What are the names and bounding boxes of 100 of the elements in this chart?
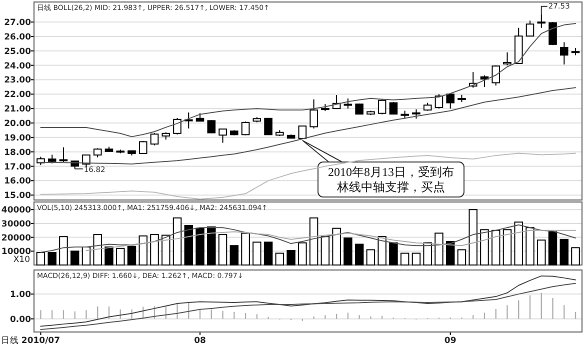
- bar: [241, 232, 250, 266]
- bar: [412, 252, 421, 266]
- candlestick: [82, 154, 90, 168]
- bar: [468, 209, 478, 266]
- line-series: [86, 230, 576, 251]
- y-tick-label: 20.00: [4, 118, 32, 129]
- candlestick: [446, 92, 454, 110]
- bar: [36, 252, 46, 266]
- candlestick: [560, 42, 568, 65]
- bar: [423, 242, 432, 266]
- text: X10: [13, 255, 30, 265]
- bar: [400, 252, 410, 266]
- y-tick-label: 25.00: [4, 46, 32, 57]
- annotation: 2010年8月13日，受到布林线中轴支撑，买点: [328, 165, 454, 194]
- bar: [230, 245, 239, 266]
- y-tick-label: 23.00: [4, 76, 32, 86]
- line-series: [40, 22, 576, 138]
- candlestick: [173, 117, 182, 136]
- y-tick-label: 26.00: [4, 32, 32, 42]
- y-tick-label: 16.00: [4, 176, 32, 187]
- bar: [548, 231, 558, 266]
- bar: [264, 242, 273, 266]
- candlestick: [184, 112, 193, 129]
- candlestick: [548, 22, 557, 46]
- candlestick: [93, 148, 102, 158]
- x-tick-label: 09: [444, 336, 456, 346]
- bar: [320, 236, 330, 266]
- y-tick-label: 40000: [1, 206, 32, 216]
- candlestick: [526, 20, 534, 37]
- candlestick: [241, 121, 250, 136]
- bar: [378, 236, 386, 266]
- bar: [366, 249, 376, 266]
- bar: [526, 227, 534, 266]
- candlestick: [378, 98, 386, 115]
- bar: [150, 234, 159, 266]
- bar: [354, 244, 364, 266]
- bar: [138, 235, 148, 266]
- bar: [162, 234, 170, 266]
- candlestick: [537, 14, 546, 28]
- candlestick: [138, 140, 148, 154]
- bar: [48, 252, 56, 266]
- bar: [286, 250, 296, 266]
- bar: [70, 250, 80, 266]
- y-tick-label: 18.00: [4, 148, 32, 158]
- candlestick: [389, 102, 398, 115]
- y-tick-label: 17.00: [4, 162, 32, 172]
- bar: [446, 240, 455, 266]
- bar: [571, 247, 580, 266]
- candlestick: [207, 120, 216, 134]
- y-tick-label: 21.00: [4, 104, 32, 115]
- bar: [104, 246, 114, 266]
- x-tick-label: 2010/07: [21, 336, 60, 346]
- bar: [298, 242, 307, 266]
- y-tick-label: 20000: [1, 233, 32, 244]
- bar: [309, 217, 318, 266]
- bar: [560, 238, 569, 266]
- candlestick: [59, 146, 68, 162]
- bar: [218, 234, 228, 266]
- y-tick-label: 24.00: [4, 61, 32, 72]
- candlestick: [298, 126, 307, 139]
- bar: [457, 249, 466, 266]
- candlestick: [503, 52, 512, 66]
- bar: [514, 222, 523, 266]
- x-tick-label: 08: [194, 336, 206, 346]
- candlestick: [434, 94, 444, 110]
- bar: [116, 248, 125, 266]
- line-series: [40, 224, 576, 254]
- candlestick: [344, 98, 352, 110]
- candlestick: [355, 103, 364, 115]
- bar: [480, 229, 489, 266]
- bar: [332, 228, 341, 266]
- bar: [82, 246, 91, 266]
- bar: [207, 226, 216, 266]
- bar: [196, 228, 204, 266]
- bar: [344, 238, 352, 266]
- y-tick-label: 22.00: [4, 90, 32, 100]
- bar: [389, 242, 398, 266]
- text: 日线: [1, 335, 19, 346]
- y-tick-label: 0.00: [10, 314, 32, 325]
- bar: [184, 225, 194, 266]
- y-tick-label: 30000: [1, 219, 32, 230]
- bar: [59, 236, 68, 266]
- bar: [537, 240, 546, 266]
- y-tick-label: 19.00: [4, 133, 32, 144]
- y-tick-label: 15.00: [4, 191, 32, 202]
- candlestick: [310, 98, 318, 129]
- y-tick-label: 1.00: [10, 290, 32, 300]
- bar: [502, 229, 512, 266]
- y-tick-label: 27.00: [4, 18, 32, 28]
- bar: [172, 217, 182, 266]
- candlestick: [412, 108, 420, 120]
- candlestick: [218, 128, 227, 144]
- bar: [252, 242, 262, 266]
- candlestick: [264, 117, 272, 136]
- bar: [275, 252, 284, 266]
- bar: [491, 230, 500, 266]
- candlestick: [150, 132, 159, 146]
- line-series: [40, 152, 576, 200]
- bar: [93, 234, 102, 266]
- bar: [434, 232, 444, 266]
